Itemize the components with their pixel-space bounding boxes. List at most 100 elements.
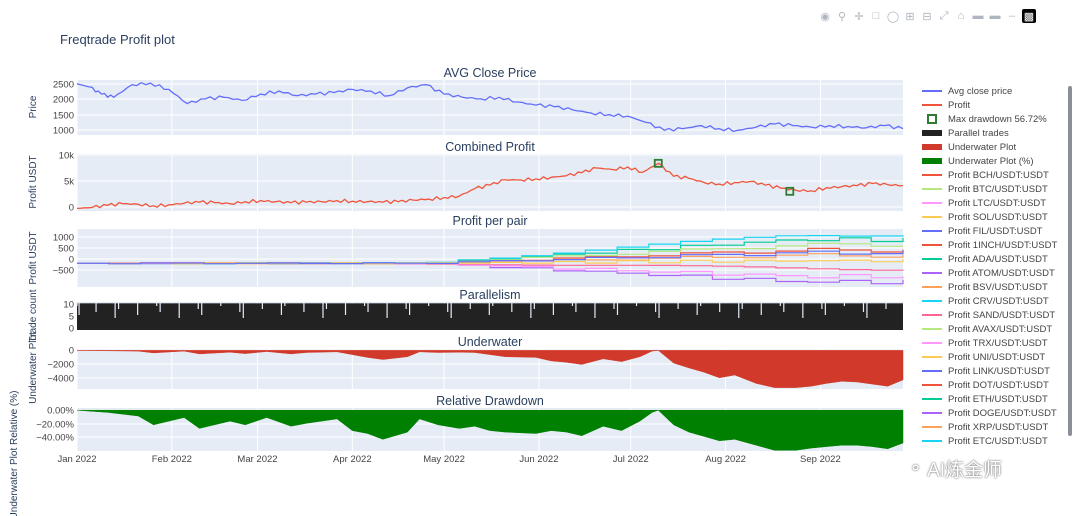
zoom-in-icon[interactable]: ⊞ xyxy=(905,10,915,23)
y-tick-label: 0 xyxy=(69,255,74,266)
legend-swatch xyxy=(922,114,942,124)
legend-label: Profit SOL/USDT:USDT xyxy=(948,211,1048,223)
panel-4: Underwater Underwater Plot 0 −2000 −4000 xyxy=(28,332,904,404)
legend-scrollbar[interactable] xyxy=(1068,86,1072,436)
box-select-icon[interactable]: □ xyxy=(872,10,880,22)
panel-title: AVG Close Price xyxy=(444,66,537,80)
legend-item[interactable]: Profit ETH/USDT:USDT xyxy=(922,392,1072,406)
watermark: ⚬ AI炼金师 xyxy=(908,455,1002,482)
legend-item[interactable]: Profit DOGE/USDT:USDT xyxy=(922,406,1072,420)
legend-item[interactable]: Profit ATOM/USDT:USDT xyxy=(922,266,1072,280)
panel-1: Combined Profit Profit USDT 10k 5k 0 xyxy=(28,140,904,214)
legend-item[interactable]: Profit CRV/USDT:USDT xyxy=(922,294,1072,308)
y-tick-label: 1000 xyxy=(53,233,74,244)
legend-swatch xyxy=(922,144,942,150)
y-axis-label: Underwater Plot Relative (%) xyxy=(9,391,20,516)
legend-label: Avg close price xyxy=(948,85,1013,97)
legend-label: Profit BSV/USDT:USDT xyxy=(948,281,1048,293)
legend-item[interactable]: Avg close price xyxy=(922,84,1072,98)
legend-item[interactable]: Profit SAND/USDT:USDT xyxy=(922,308,1072,322)
legend-label: Underwater Plot (%) xyxy=(948,155,1034,167)
y-tick-label: 500 xyxy=(58,244,74,255)
legend-item[interactable]: Profit LTC/USDT:USDT xyxy=(922,196,1072,210)
legend-label: Underwater Plot xyxy=(948,141,1017,153)
legend-item[interactable]: Profit ADA/USDT:USDT xyxy=(922,252,1072,266)
legend-label: Profit ETC/USDT:USDT xyxy=(948,435,1048,447)
legend-item[interactable]: Profit 1INCH/USDT:USDT xyxy=(922,238,1072,252)
y-tick-label: 0 xyxy=(69,346,74,357)
legend-item[interactable]: Profit DOT/USDT:USDT xyxy=(922,378,1072,392)
max-drawdown-marker xyxy=(785,186,795,196)
legend-item[interactable]: Profit ETC/USDT:USDT xyxy=(922,434,1072,448)
legend-swatch xyxy=(922,158,942,164)
series-line xyxy=(76,81,904,133)
legend-item[interactable]: Profit FIL/USDT:USDT xyxy=(922,224,1072,238)
legend-swatch xyxy=(922,286,942,288)
legend-item[interactable]: Profit XRP/USDT:USDT xyxy=(922,420,1072,434)
max-drawdown-marker xyxy=(653,158,663,168)
legend-swatch xyxy=(922,104,942,106)
y-tick-label: 10k xyxy=(59,151,75,162)
hover-closest-icon[interactable]: ▬ xyxy=(989,10,1001,22)
legend-item[interactable]: Profit BTC/USDT:USDT xyxy=(922,182,1072,196)
zoom-icon[interactable]: ⚲ xyxy=(837,10,847,23)
hover-compare-icon[interactable]: ┄ xyxy=(1008,10,1016,23)
legend-item[interactable]: Profit SOL/USDT:USDT xyxy=(922,210,1072,224)
legend-label: Max drawdown 56.72% xyxy=(948,113,1047,125)
y-tick-label: 0 xyxy=(69,203,74,214)
y-tick-label: 0 xyxy=(69,324,74,335)
autoscale-icon[interactable]: ⤢ xyxy=(939,9,949,22)
x-tick-label: Jun 2022 xyxy=(519,454,558,465)
legend-label: Profit UNI/USDT:USDT xyxy=(948,351,1046,363)
zoom-out-icon[interactable]: ⊟ xyxy=(922,10,932,23)
x-tick-label: Aug 2022 xyxy=(705,454,746,465)
legend-item[interactable]: Profit TRX/USDT:USDT xyxy=(922,336,1072,350)
legend-label: Profit FIL/USDT:USDT xyxy=(948,225,1043,237)
home-icon[interactable]: ⌂ xyxy=(957,10,965,22)
pair-profit-line xyxy=(77,250,904,265)
legend-label: Profit xyxy=(948,99,971,111)
legend-item[interactable]: Underwater Plot (%) xyxy=(922,154,1072,168)
camera-icon[interactable]: ◉ xyxy=(820,10,830,23)
plot-area xyxy=(77,154,903,211)
legend-item[interactable]: Profit AVAX/USDT:USDT xyxy=(922,322,1072,336)
legend-item[interactable]: Profit BCH/USDT:USDT xyxy=(922,168,1072,182)
legend-item[interactable]: Profit xyxy=(922,98,1072,112)
legend-swatch xyxy=(922,342,942,344)
plot-area xyxy=(77,80,903,135)
legend-label: Profit LINK/USDT:USDT xyxy=(948,365,1050,377)
legend-label: Profit ADA/USDT:USDT xyxy=(948,253,1048,265)
legend-item[interactable]: Profit BSV/USDT:USDT xyxy=(922,280,1072,294)
y-tick-label: 1000 xyxy=(53,126,74,137)
spike-lines-icon[interactable]: ▬ xyxy=(972,10,984,22)
legend-swatch xyxy=(922,370,942,372)
plotly-logo-icon[interactable]: ▩ xyxy=(1022,9,1036,23)
x-tick-label: Jan 2022 xyxy=(57,454,96,465)
panel-title: Relative Drawdown xyxy=(436,394,544,408)
y-axis-label: Profit USDT xyxy=(28,155,39,208)
legend-item[interactable]: Parallel trades xyxy=(922,126,1072,140)
pan-icon[interactable]: ✛ xyxy=(854,10,864,23)
legend-item[interactable]: Max drawdown 56.72% xyxy=(922,112,1072,126)
legend-item[interactable]: Profit UNI/USDT:USDT xyxy=(922,350,1072,364)
legend-swatch xyxy=(922,328,942,330)
legend-swatch xyxy=(922,440,942,442)
lasso-icon[interactable]: ◯ xyxy=(886,10,900,23)
legend-label: Profit BCH/USDT:USDT xyxy=(948,169,1049,181)
series-line xyxy=(76,162,904,210)
legend-swatch xyxy=(922,244,942,246)
y-axis-label: Trade count xyxy=(28,289,39,342)
legend-item[interactable]: Underwater Plot xyxy=(922,140,1072,154)
legend: Avg close price Profit Max drawdown 56.72%… xyxy=(922,84,1072,448)
panel-title: Parallelism xyxy=(459,288,520,302)
legend-swatch xyxy=(922,174,942,176)
y-tick-label: 1500 xyxy=(53,111,74,122)
x-tick-label: Mar 2022 xyxy=(237,454,277,465)
y-tick-label: 0.00% xyxy=(47,406,74,417)
legend-item[interactable]: Profit LINK/USDT:USDT xyxy=(922,364,1072,378)
legend-label: Profit 1INCH/USDT:USDT xyxy=(948,239,1058,251)
drawdown-area xyxy=(76,350,904,388)
legend-swatch xyxy=(922,130,942,136)
legend-swatch xyxy=(922,356,942,358)
